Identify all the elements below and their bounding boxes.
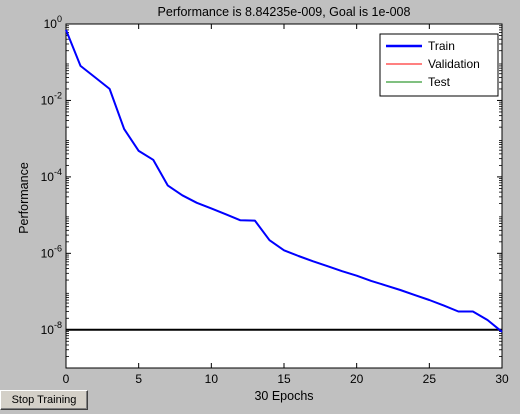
y-tick-exponent: -8 [54, 320, 62, 330]
x-tick-label: 30 [495, 372, 509, 386]
chart-title: Performance is 8.84235e-009, Goal is 1e-… [158, 5, 411, 19]
y-tick-label: 10-4 [41, 167, 62, 184]
series-lines [65, 29, 503, 333]
y-tick-base: 10 [41, 170, 55, 184]
legend-label-validation: Validation [428, 57, 480, 71]
y-tick-base: 10 [41, 93, 55, 107]
x-tick-label: 15 [277, 372, 291, 386]
stop-training-button[interactable]: Stop Training [0, 390, 88, 410]
y-axis-label: Performance [17, 162, 31, 234]
y-tick-label: 10-8 [41, 320, 62, 337]
y-tick-label: 100 [44, 14, 62, 31]
x-tick-label: 10 [205, 372, 219, 386]
y-tick-label: 10-2 [41, 90, 62, 107]
y-tick-exponent: -2 [54, 90, 62, 100]
legend-label-test: Test [428, 75, 451, 89]
x-tick-label: 5 [135, 372, 142, 386]
series-train-line [65, 29, 503, 333]
x-tick-label: 20 [350, 372, 364, 386]
legend-box [379, 33, 499, 97]
legend: Train Validation Test [379, 33, 499, 97]
x-axis-label: 30 Epochs [254, 389, 313, 403]
y-tick-exponent: -6 [54, 243, 62, 253]
x-tick-label: 0 [63, 372, 70, 386]
y-tick-exponent: -4 [54, 167, 62, 177]
y-tick-exponent: 0 [57, 14, 62, 24]
x-tick-label: 25 [423, 372, 437, 386]
y-tick-base: 10 [41, 323, 55, 337]
legend-label-train: Train [428, 39, 455, 53]
y-tick-base: 10 [41, 246, 55, 260]
y-tick-base: 10 [44, 17, 58, 31]
y-tick-label: 10-6 [41, 243, 62, 260]
